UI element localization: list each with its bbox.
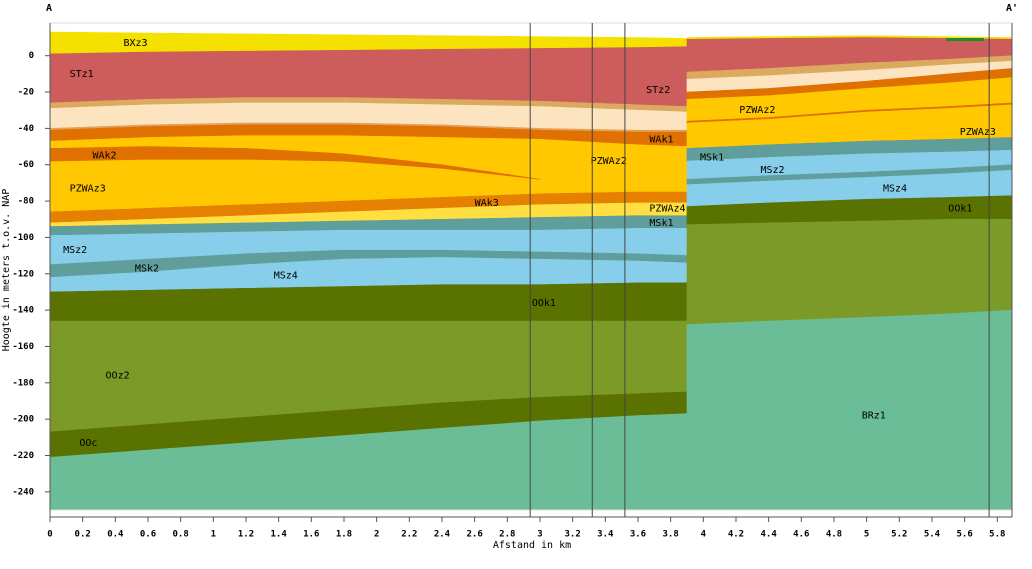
x-tick-label: 3.2 [565, 530, 581, 540]
y-tick-label: -100 [12, 233, 34, 243]
layer-label: MSk1 [700, 152, 724, 163]
layers [49, 31, 1013, 511]
layer-label: OOz2 [106, 371, 130, 382]
layer-label: WAk2 [92, 151, 116, 162]
layer [539, 46, 688, 107]
layer-label: OOk1 [532, 298, 556, 309]
x-axis-label: Afstand in km [493, 540, 571, 551]
x-tick-label: 3.8 [663, 530, 679, 540]
x-tick-label: 4 [701, 530, 707, 540]
y-axis-label: Hoogte in meters t.o.v. NAP [1, 189, 12, 352]
x-tick-label: 1.8 [336, 530, 352, 540]
y-tick-label: -80 [18, 197, 34, 207]
y-tick-label: -220 [12, 451, 34, 461]
y-tick-label: -200 [12, 415, 34, 425]
x-tick-label: 0 [47, 530, 52, 540]
x-tick-label: 5.8 [989, 530, 1005, 540]
x-tick-label: 1.4 [271, 530, 288, 540]
x-tick-label: 4.4 [761, 530, 778, 540]
x-tick-label: 3 [537, 530, 542, 540]
y-tick-label: -20 [18, 88, 34, 98]
x-tick-label: 1.6 [303, 530, 319, 540]
section-start: A [46, 3, 52, 14]
surface-water [946, 38, 984, 41]
layer-label: MSz2 [63, 245, 87, 256]
layer-label: MSz4 [883, 183, 907, 194]
x-tick-label: 0.4 [107, 530, 124, 540]
x-tick-label: 0.6 [140, 530, 156, 540]
y-tick-label: -120 [12, 269, 34, 279]
layer-label: OOc [79, 438, 97, 449]
layer [49, 48, 541, 104]
x-tick-label: 5.2 [891, 530, 907, 540]
x-tick-label: 5.4 [924, 530, 941, 540]
x-tick-label: 1.2 [238, 530, 254, 540]
layer-label: BRz1 [862, 411, 886, 422]
layer-label: MSz2 [760, 165, 784, 176]
layer-label: PZWAz3 [960, 127, 996, 138]
layer-label: MSz4 [274, 271, 298, 282]
x-tick-label: 4.8 [826, 530, 842, 540]
x-tick-label: 3.6 [630, 530, 646, 540]
x-tick-label: 4.2 [728, 530, 744, 540]
layer-label: OOk1 [948, 203, 972, 214]
layer [686, 218, 1013, 325]
layer-label: WAk1 [649, 134, 673, 145]
layer [686, 309, 1013, 511]
x-tick-label: 4.6 [793, 530, 809, 540]
x-tick-label: 2.2 [401, 530, 417, 540]
layer [49, 146, 541, 180]
y-tick-label: -60 [18, 160, 34, 170]
y-tick-label: -240 [12, 487, 34, 497]
y-tick-label: 0 [29, 51, 34, 61]
layer-label: BXz3 [123, 38, 147, 49]
section-end: A' [1006, 3, 1018, 14]
x-tick-label: 0.8 [173, 530, 189, 540]
x-tick-label: 0.2 [75, 530, 91, 540]
layer-label: MSk1 [649, 218, 673, 229]
layer-label: PZWAz2 [591, 156, 627, 167]
x-tick-label: 5 [864, 530, 869, 540]
x-tick-label: 2.8 [499, 530, 515, 540]
overlay: BXz3 STz1 STz2 WAk1 PZWAz2 PZWAz3 WAk2 WAk3 PZWA… [12, 22, 1013, 540]
layer-label: STz1 [70, 69, 94, 80]
y-tick-label: -160 [12, 342, 34, 352]
layer-label: MSk2 [135, 263, 159, 274]
x-tick-label: 2.6 [467, 530, 483, 540]
x-tick-label: 3.4 [597, 530, 614, 540]
layer-label: STz2 [646, 85, 670, 96]
layer-label: PZWAz3 [70, 183, 106, 194]
layer-label: PZWAz4 [649, 203, 685, 214]
layer-label: WAk3 [475, 198, 499, 209]
x-tick-label: 1 [211, 530, 216, 540]
x-tick-label: 2.4 [434, 530, 451, 540]
x-tick-label: 5.6 [957, 530, 973, 540]
y-tick-label: -40 [18, 124, 34, 134]
x-tick-label: 2 [374, 530, 379, 540]
y-tick-label: -180 [12, 378, 34, 388]
layer-label: PZWAz2 [739, 105, 775, 116]
y-tick-label: -140 [12, 306, 34, 316]
